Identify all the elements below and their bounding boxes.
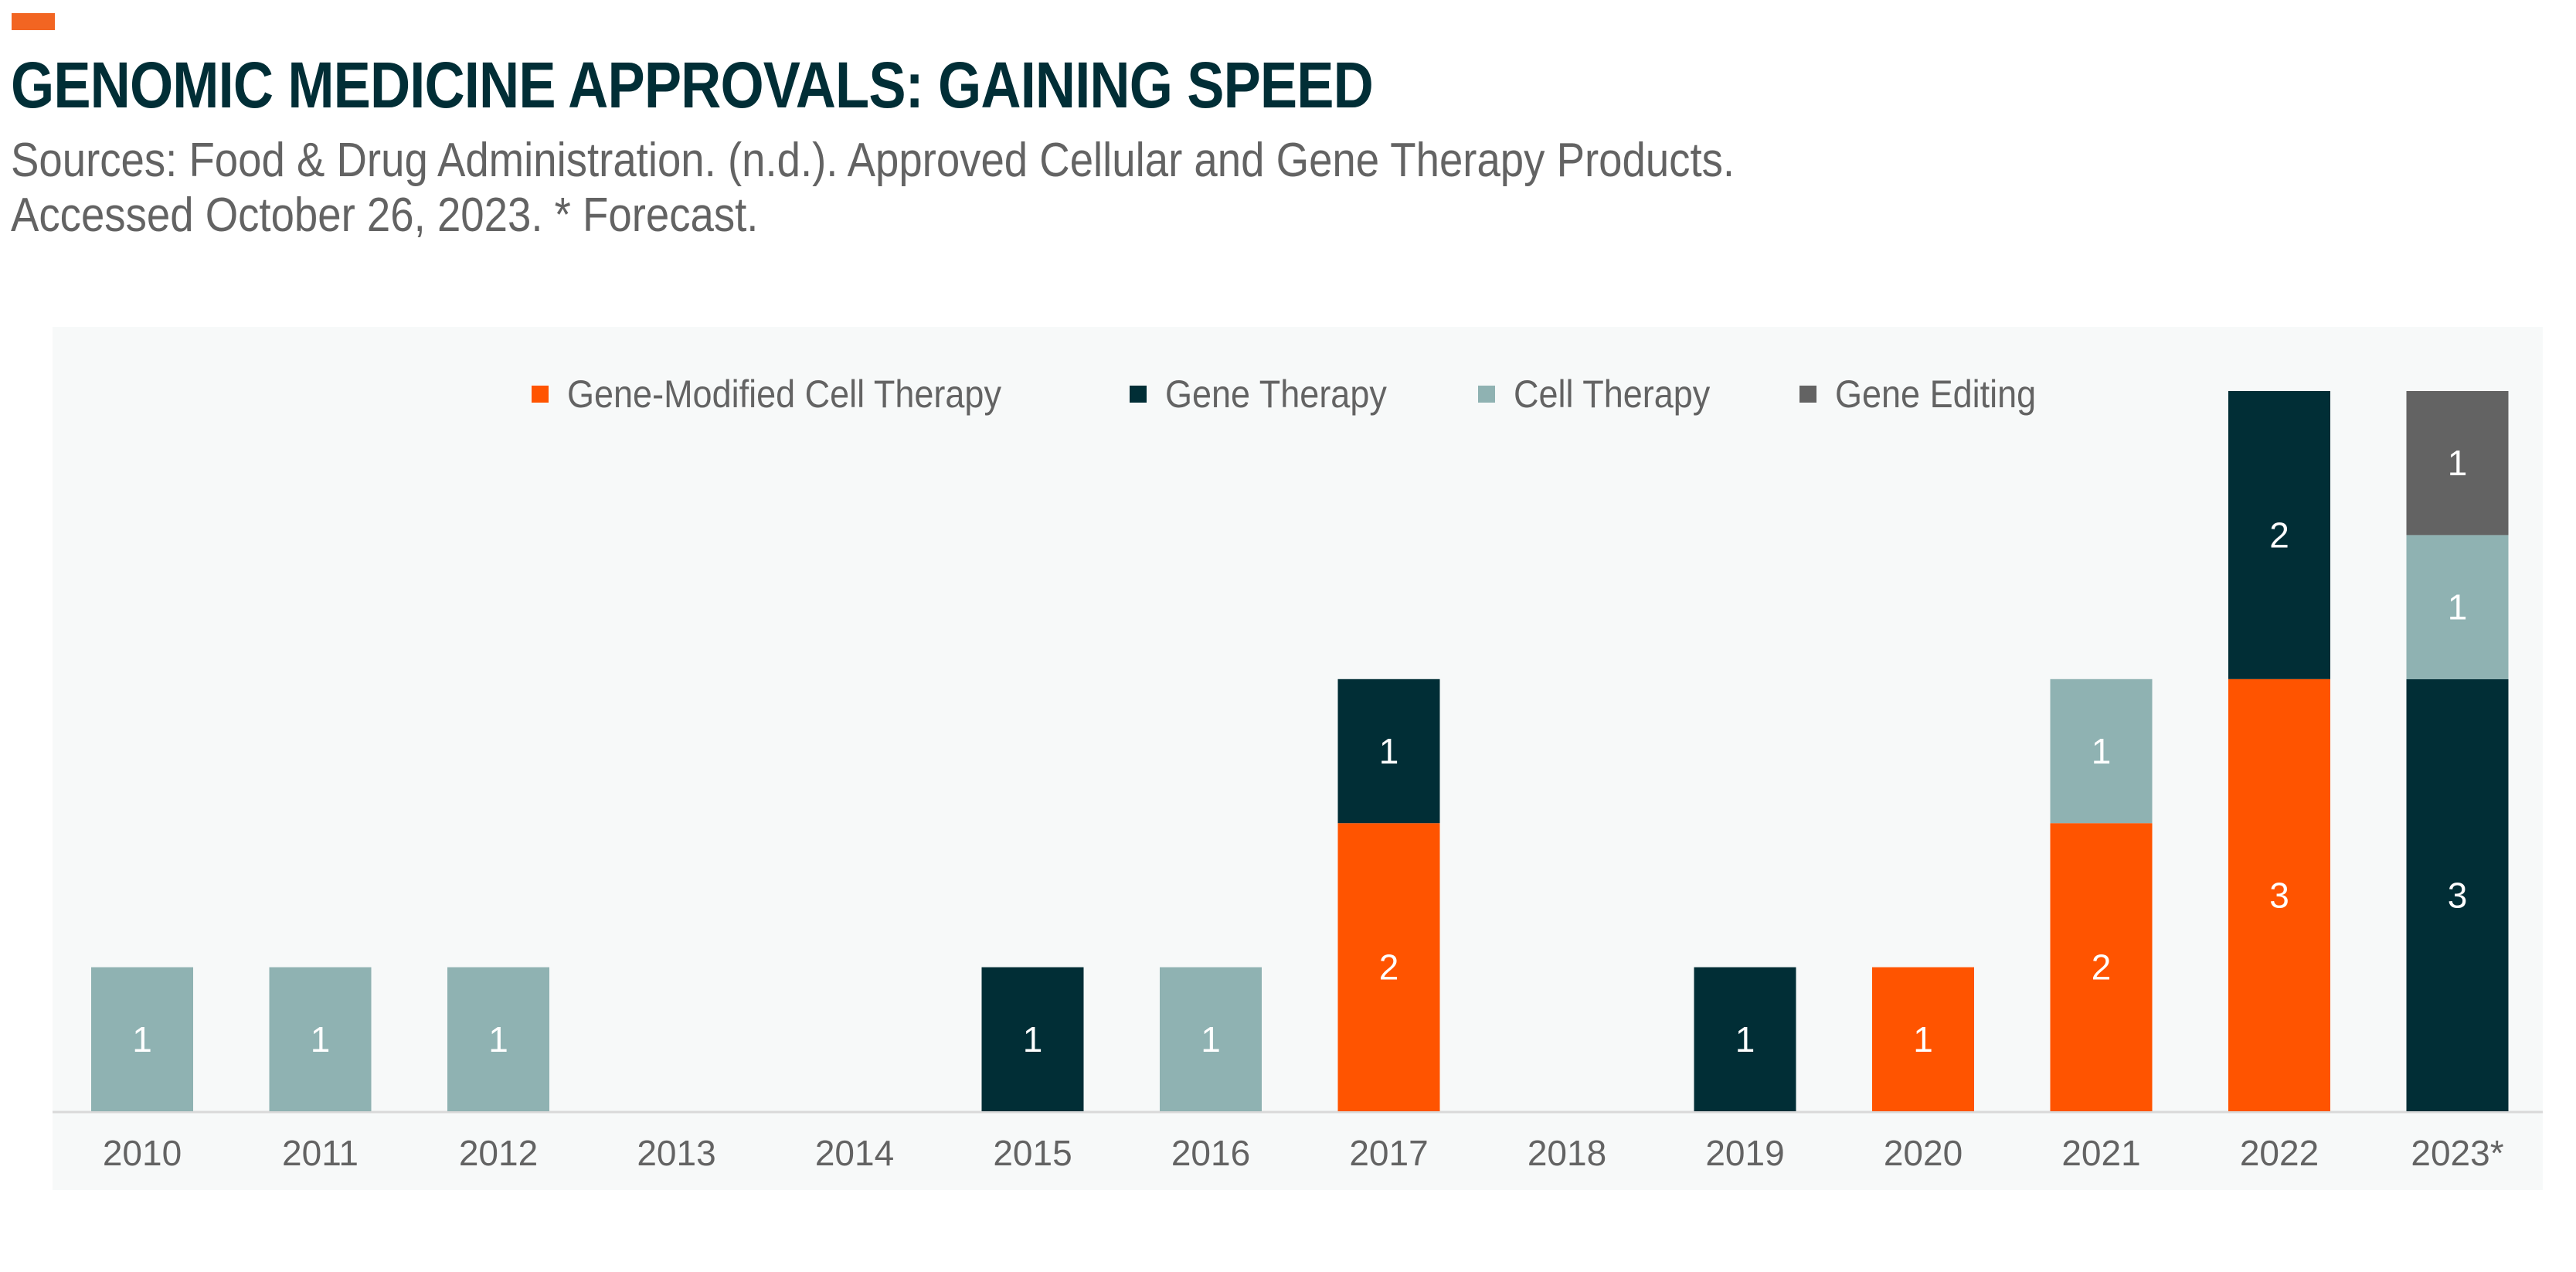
data-label: 3 [2448,875,2468,915]
chart-subtitle-line2: Accessed October 26, 2023. * Forecast. [11,189,759,242]
data-label: 2 [2092,947,2112,988]
data-label: 1 [311,1019,331,1059]
data-label: 1 [2448,587,2468,627]
x-tick-label: 2014 [815,1133,894,1173]
accent-bar [12,13,55,30]
bar-segment [447,967,549,1111]
data-label: 2 [2269,515,2289,555]
bar-segment [2406,679,2509,1111]
bar-segment [1160,967,1262,1111]
legend-item: Gene-Modified Cell Therapy [532,369,1049,419]
data-label: 1 [1023,1019,1043,1059]
x-tick-label: 2012 [459,1133,538,1173]
legend-item: Cell Therapy [1478,369,1732,419]
x-tick-label: 2023* [2411,1133,2503,1173]
legend-item: Gene Editing [1799,369,2058,419]
bar-segment [2406,535,2509,679]
chart-subtitle-line1: Sources: Food & Drug Administration. (n.… [11,134,1735,187]
legend-item: Gene Therapy [1130,369,1412,419]
x-tick-label: 2019 [1705,1133,1784,1173]
data-label: 1 [1735,1019,1755,1059]
x-tick-label: 2017 [1349,1133,1428,1173]
x-tick-label: 2011 [282,1133,359,1173]
legend-label: Gene Therapy [1165,372,1387,416]
data-label: 1 [1201,1019,1221,1059]
legend-label: Gene-Modified Cell Therapy [567,372,1001,416]
data-label: 1 [488,1019,508,1059]
legend-swatch [1130,386,1147,403]
x-tick-label: 2018 [1528,1133,1606,1173]
legend-swatch [1799,386,1816,403]
bar-segment [2228,679,2330,1111]
data-label: 1 [1379,731,1399,771]
x-tick-label: 2010 [103,1133,182,1173]
x-tick-label: 2016 [1171,1133,1250,1173]
data-label: 3 [2269,875,2289,915]
legend-swatch [1478,386,1495,403]
bar-segment [1337,679,1440,824]
x-tick-label: 2021 [2061,1133,2140,1173]
bar-segment [2050,823,2153,1111]
bar-segment [2050,679,2153,824]
data-label: 1 [2092,731,2112,771]
legend-swatch [532,386,549,403]
bar-segment [2228,391,2330,679]
x-tick-label: 2015 [993,1133,1072,1173]
data-label: 2 [1379,947,1399,988]
data-label: 1 [2448,443,2468,483]
bar-segment [1872,967,1974,1111]
bar-segment [1694,967,1796,1111]
legend-label: Cell Therapy [1514,372,1711,416]
x-tick-label: 2022 [2240,1133,2319,1173]
bar-segment [269,967,372,1111]
bar-segment [2406,391,2509,536]
x-tick-label: 2013 [637,1133,715,1173]
bar-segment [1337,823,1440,1111]
bar-segment [91,967,193,1111]
chart-title: GENOMIC MEDICINE APPROVALS: GAINING SPEE… [11,49,1374,121]
legend-label: Gene Editing [1835,372,2037,416]
data-label: 1 [1913,1019,1933,1059]
x-tick-label: 2020 [1884,1133,1963,1173]
bar-segment [981,967,1084,1111]
data-label: 1 [132,1019,152,1059]
